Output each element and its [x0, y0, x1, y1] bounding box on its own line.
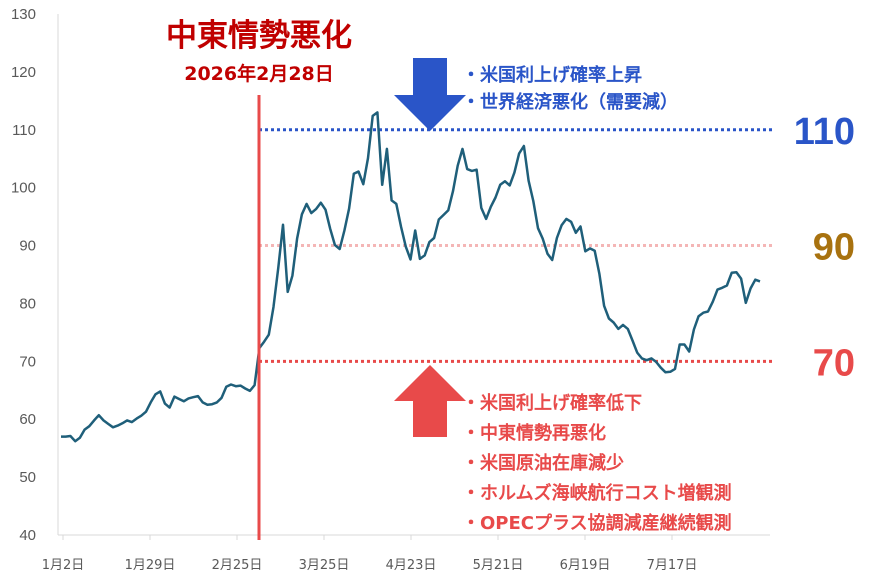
x-tick-label: 2月25日	[212, 558, 263, 573]
series-line	[61, 111, 761, 443]
y-tick-label: 90	[19, 238, 36, 255]
level-label-70: 70	[813, 342, 855, 384]
y-tick-label: 40	[19, 527, 36, 544]
note-item: ・米国利上げ確率低下	[462, 392, 642, 414]
x-tick-labels: 1月2日 1月29日 2月25日 3月25日 4月23日 5月21日 6月19日 7月17日	[42, 535, 698, 573]
note-item: ・中東情勢再悪化	[462, 422, 606, 444]
note-item: ・OPECプラス協調減産継続観測	[462, 512, 732, 534]
x-tick-label: 1月2日	[42, 558, 85, 573]
notes-up: ・米国利上げ確率上昇・世界経済悪化（需要減）	[462, 64, 678, 113]
y-tick-label: 100	[11, 180, 36, 197]
x-tick-label: 5月21日	[473, 558, 524, 573]
note-item: ・ホルムズ海峡航行コスト増観測	[462, 482, 732, 504]
series-group	[61, 111, 761, 443]
x-tick-label: 6月19日	[560, 558, 611, 573]
y-tick-label: 120	[11, 64, 36, 81]
level-label-90: 90	[813, 227, 855, 269]
up-arrow-icon	[394, 365, 466, 437]
y-tick-labels: 40 50 60 70 80 90 100 110 120 130	[11, 6, 36, 544]
level-labels: 110 90 70	[794, 111, 855, 385]
level-lines	[259, 128, 775, 363]
y-tick-label: 130	[11, 6, 36, 23]
x-tick-label: 3月25日	[299, 558, 350, 573]
event-title: 中東情勢悪化	[166, 18, 352, 54]
axes	[57, 14, 770, 536]
event-date: 2026年2月28日	[184, 62, 334, 85]
note-item: ・世界経済悪化（需要減）	[462, 91, 678, 113]
level-label-110: 110	[794, 111, 855, 153]
y-tick-label: 80	[19, 295, 36, 312]
x-tick-label: 7月17日	[647, 558, 698, 573]
x-tick-label: 1月29日	[125, 558, 176, 573]
y-tick-label: 110	[12, 122, 36, 139]
notes-down: ・米国利上げ確率低下・中東情勢再悪化・米国原油在庫減少・ホルムズ海峡航行コスト増…	[462, 392, 732, 534]
y-tick-label: 70	[19, 353, 36, 370]
x-tick-label: 4月23日	[386, 558, 437, 573]
y-tick-label: 50	[19, 469, 36, 486]
note-item: ・米国原油在庫減少	[462, 452, 624, 474]
down-arrow-icon	[394, 58, 466, 131]
note-item: ・米国利上げ確率上昇	[462, 64, 642, 86]
y-tick-label: 60	[19, 411, 36, 428]
